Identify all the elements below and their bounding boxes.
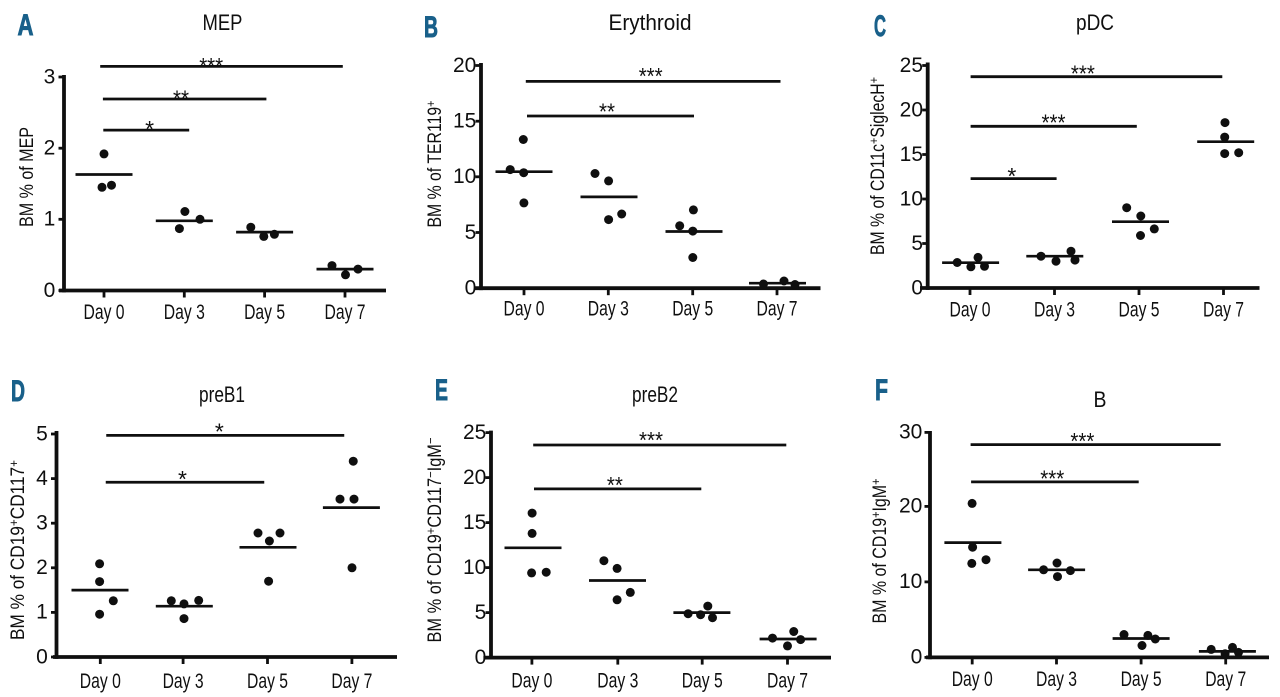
svg-text:0: 0 — [911, 646, 923, 669]
svg-text:preB1: preB1 — [199, 382, 245, 407]
svg-text:**: ** — [607, 472, 623, 498]
svg-text:B: B — [424, 11, 438, 44]
svg-text:5: 5 — [911, 232, 923, 255]
svg-text:*: * — [178, 466, 187, 492]
svg-text:***: *** — [639, 427, 663, 453]
svg-text:*: * — [145, 116, 154, 142]
svg-text:Day 7: Day 7 — [757, 298, 798, 321]
svg-text:Day 5: Day 5 — [247, 670, 288, 693]
svg-text:2: 2 — [36, 556, 48, 579]
svg-text:20: 20 — [463, 466, 486, 489]
svg-text:3: 3 — [44, 65, 56, 88]
svg-text:B: B — [1094, 387, 1107, 412]
svg-text:BM % of TER119+: BM % of TER119+ — [423, 101, 446, 228]
svg-text:Day 0: Day 0 — [511, 670, 552, 693]
svg-text:Day 7: Day 7 — [1205, 668, 1246, 691]
svg-text:Erythroid: Erythroid — [609, 10, 692, 35]
svg-text:10: 10 — [899, 570, 922, 593]
svg-text:*: * — [215, 419, 224, 445]
svg-text:***: *** — [639, 63, 663, 89]
svg-text:10: 10 — [463, 556, 486, 579]
svg-text:Day 0: Day 0 — [80, 670, 121, 693]
svg-text:**: ** — [173, 85, 189, 111]
svg-text:Day 7: Day 7 — [331, 670, 372, 693]
svg-text:***: *** — [1040, 466, 1064, 492]
svg-text:25: 25 — [900, 54, 923, 77]
svg-text:4: 4 — [36, 467, 48, 490]
svg-text:Day 7: Day 7 — [325, 301, 366, 324]
svg-text:***: *** — [1042, 110, 1066, 136]
svg-text:*: * — [1007, 163, 1016, 189]
svg-text:Day 3: Day 3 — [163, 670, 204, 693]
svg-text:Day 3: Day 3 — [164, 301, 205, 324]
svg-text:Day 5: Day 5 — [672, 298, 713, 321]
svg-text:0: 0 — [465, 277, 477, 300]
svg-text:BM % of CD11c+SiglecH+: BM % of CD11c+SiglecH+ — [866, 77, 889, 255]
svg-text:0: 0 — [44, 279, 56, 302]
svg-text:10: 10 — [900, 187, 923, 210]
svg-text:Day 3: Day 3 — [588, 298, 629, 321]
svg-text:20: 20 — [900, 98, 923, 121]
svg-text:30: 30 — [899, 421, 922, 444]
svg-text:0: 0 — [36, 645, 48, 668]
svg-text:***: *** — [199, 53, 223, 79]
svg-text:20: 20 — [899, 495, 922, 518]
svg-text:**: ** — [599, 98, 615, 124]
svg-text:BM % of CD19+CD117−IgM−: BM % of CD19+CD117−IgM− — [423, 438, 446, 643]
svg-text:E: E — [435, 374, 448, 407]
svg-text:Day 3: Day 3 — [1036, 668, 1077, 691]
svg-text:10: 10 — [453, 165, 476, 188]
svg-text:Day 0: Day 0 — [84, 301, 125, 324]
svg-text:Day 3: Day 3 — [597, 670, 638, 693]
svg-text:15: 15 — [900, 143, 923, 166]
svg-text:5: 5 — [36, 422, 48, 445]
svg-text:Day 0: Day 0 — [952, 668, 993, 691]
svg-text:Day 0: Day 0 — [504, 298, 545, 321]
svg-text:15: 15 — [463, 511, 486, 534]
svg-text:preB2: preB2 — [632, 382, 678, 407]
svg-text:15: 15 — [453, 110, 476, 133]
svg-text:5: 5 — [465, 221, 477, 244]
svg-text:pDC: pDC — [1076, 10, 1114, 35]
svg-text:Day 5: Day 5 — [1119, 299, 1160, 322]
svg-text:Day 3: Day 3 — [1034, 299, 1075, 322]
svg-text:0: 0 — [475, 646, 487, 669]
svg-text:2: 2 — [44, 137, 56, 160]
svg-text:Day 7: Day 7 — [767, 670, 808, 693]
svg-text:0: 0 — [911, 276, 923, 299]
svg-text:3: 3 — [36, 512, 48, 535]
svg-text:1: 1 — [44, 208, 56, 231]
svg-text:Day 5: Day 5 — [1121, 668, 1162, 691]
svg-text:BM % of MEP: BM % of MEP — [17, 127, 38, 227]
svg-text:C: C — [874, 10, 886, 43]
svg-text:***: *** — [1070, 428, 1094, 454]
svg-text:Day 7: Day 7 — [1203, 299, 1244, 322]
svg-text:***: *** — [1071, 60, 1095, 86]
svg-text:A: A — [18, 9, 34, 42]
svg-text:25: 25 — [463, 421, 486, 444]
svg-text:BM % of CD19+IgM+: BM % of CD19+IgM+ — [868, 479, 891, 624]
svg-text:BM % of CD19+CD117+: BM % of CD19+CD117+ — [6, 460, 29, 640]
svg-text:MEP: MEP — [203, 10, 243, 35]
svg-text:F: F — [875, 374, 888, 407]
svg-text:Day 5: Day 5 — [244, 301, 285, 324]
svg-text:Day 0: Day 0 — [950, 299, 991, 322]
svg-text:D: D — [11, 375, 25, 408]
svg-text:Day 5: Day 5 — [682, 670, 723, 693]
svg-text:1: 1 — [36, 601, 48, 624]
svg-text:5: 5 — [475, 601, 487, 624]
svg-text:20: 20 — [453, 54, 476, 77]
